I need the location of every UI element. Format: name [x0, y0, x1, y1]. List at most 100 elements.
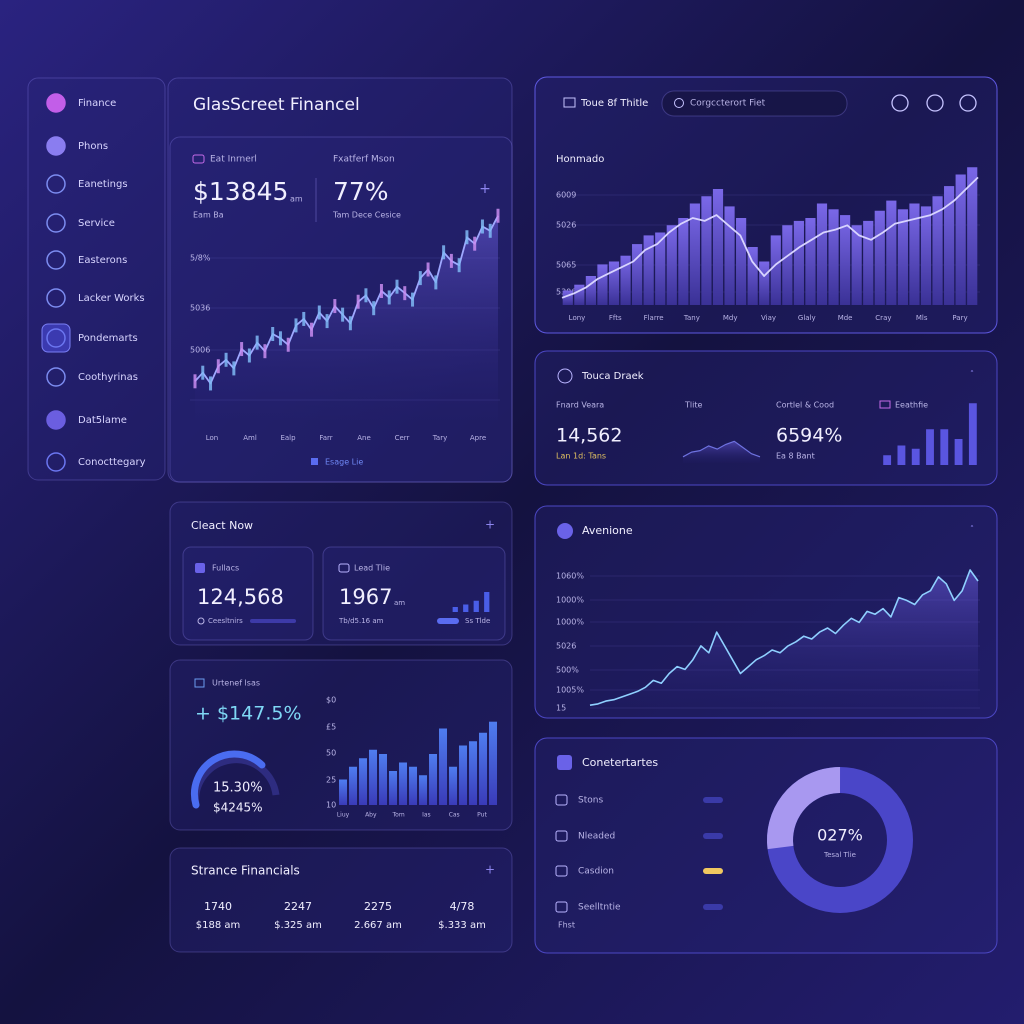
candle: [348, 316, 352, 331]
bar: [897, 445, 906, 465]
x-tick-label: Apre: [470, 434, 486, 442]
donut-label: 027%: [817, 826, 863, 845]
bar: [469, 741, 477, 805]
x-tick-label: Ias: [422, 812, 431, 819]
x-tick-label: Ffts: [609, 314, 622, 322]
list-item: Stons: [578, 796, 603, 806]
candle: [325, 314, 329, 329]
bar: [712, 189, 724, 305]
bar: [840, 215, 851, 305]
nav-icon[interactable]: [46, 410, 66, 430]
nav-icon[interactable]: [46, 93, 66, 113]
cleact-panel: [169, 501, 513, 646]
candle: [480, 219, 484, 234]
line: [682, 440, 761, 458]
bar: [379, 754, 387, 805]
y-tick-label: 25: [326, 776, 336, 785]
bar: [574, 284, 585, 305]
bar: [911, 448, 920, 465]
candle: [356, 294, 360, 309]
y-tick-label: 500%: [556, 666, 579, 675]
nav-icon[interactable]: [46, 174, 66, 194]
bar: [955, 174, 966, 305]
bar: [828, 209, 839, 305]
area: [590, 570, 978, 708]
metric-value: 2275: [364, 900, 392, 913]
bar: [409, 766, 417, 805]
bar: [632, 244, 643, 305]
toolbar-button[interactable]: [891, 94, 909, 112]
nav-icon[interactable]: [46, 452, 66, 472]
checkbox[interactable]: [557, 755, 572, 770]
bar: [968, 403, 977, 465]
candle: [310, 322, 314, 337]
metric-value: 14,562: [556, 425, 622, 447]
bar: [954, 439, 963, 465]
item-icon: [555, 865, 568, 877]
y-tick-label: 1060%: [556, 572, 584, 581]
nav-icon[interactable]: [46, 213, 66, 233]
label: am: [290, 195, 303, 204]
label: Eeathfie: [895, 401, 928, 410]
metric-value: 6594%: [776, 425, 842, 447]
metric-value: 4/78: [450, 900, 475, 913]
candle: [240, 342, 244, 357]
candle: [341, 307, 345, 322]
toggle[interactable]: [437, 618, 459, 624]
nav-item: Lacker Works: [78, 293, 145, 304]
bar: [484, 592, 490, 612]
nav-icon[interactable]: [46, 250, 66, 270]
icon: [879, 400, 891, 409]
nav-icon[interactable]: [46, 136, 66, 156]
bar: [429, 754, 437, 805]
bar: [620, 255, 631, 305]
icon: [563, 97, 576, 108]
toolbar-button[interactable]: [926, 94, 944, 112]
nav-icon[interactable]: [46, 288, 66, 308]
label: $.325 am: [274, 920, 322, 931]
nav-item: Eanetings: [78, 179, 128, 190]
metric-value: 1967: [339, 585, 392, 609]
icon: [194, 678, 205, 688]
y-tick-label: 6009: [556, 191, 576, 200]
label: Tesal Tlie: [823, 851, 856, 859]
x-tick-label: Mdy: [723, 314, 738, 322]
bar: [940, 429, 949, 465]
nav-item: Coothyrinas: [78, 372, 138, 383]
bar: [967, 167, 978, 305]
bar: [759, 261, 770, 305]
label: Eam Ba: [193, 211, 224, 220]
bar: [897, 209, 908, 305]
metric-value: $13845: [193, 177, 288, 206]
add-button: +: [479, 181, 491, 197]
bar: [419, 775, 427, 805]
toolbar-button[interactable]: [959, 94, 977, 112]
y-tick-label: £5: [326, 723, 336, 732]
bar: [439, 728, 447, 805]
label: Fnard Veara: [556, 401, 604, 410]
bar: [399, 762, 407, 805]
touca-panel: [534, 350, 998, 486]
candle: [209, 376, 213, 391]
icon: [557, 523, 573, 539]
candle: [263, 344, 267, 359]
panel-title: Cleact Now: [191, 519, 253, 532]
item-indicator: [703, 868, 723, 874]
bar: [349, 766, 357, 805]
label: Ss Tlde: [465, 617, 490, 625]
bar: [473, 600, 479, 612]
item-icon: [555, 830, 568, 842]
candle: [224, 352, 228, 367]
nav-item: Service: [78, 218, 115, 229]
nav-icon[interactable]: [46, 328, 66, 348]
candle: [364, 288, 368, 303]
bar: [678, 218, 689, 305]
search-box[interactable]: [661, 90, 848, 117]
x-tick-label: Aml: [243, 434, 257, 442]
bar: [747, 247, 758, 305]
nav-item: Pondemarts: [78, 333, 138, 344]
label: Tlite: [684, 401, 702, 410]
nav-icon[interactable]: [46, 367, 66, 387]
